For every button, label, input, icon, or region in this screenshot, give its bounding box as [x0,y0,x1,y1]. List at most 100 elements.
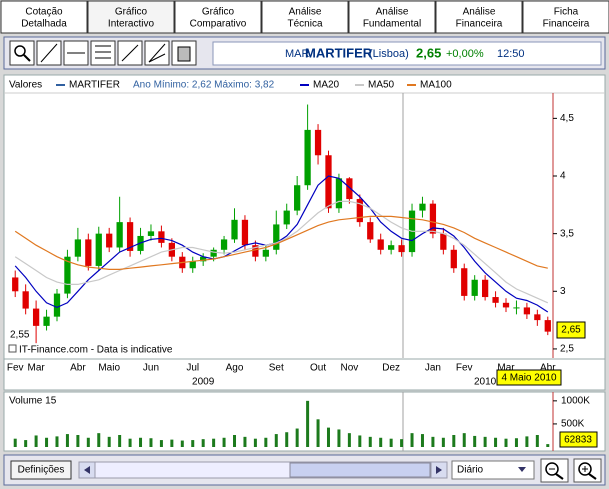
x-tick-label: Nov [340,363,358,374]
range-note: Ano Mínimo: 2,62 Máximo: 3,82 [133,80,275,91]
volume-bar [295,428,299,447]
candle-body [502,302,510,308]
volume-bar [473,435,477,447]
candle-body [273,224,280,250]
candle-body [471,279,478,296]
trash-icon [177,46,191,62]
quote-box [212,41,602,66]
tab-label: Cotação [25,7,63,18]
candle-body [252,245,259,257]
candle-body [314,129,322,156]
volume-bar [306,400,310,447]
candle-body [22,291,29,309]
tool-buttons [9,40,197,66]
volume-bar [368,436,372,447]
tab-label: Detalhada [21,19,67,30]
period-select[interactable] [451,460,535,480]
tab[interactable] [261,0,349,34]
x-tick-label: Dez [382,363,400,374]
y-tick-label: 2,5 [560,344,574,355]
candle-body [534,314,541,321]
market: (Lisboa) [369,48,409,60]
x-tick-label: Jul [186,363,199,374]
candle-body [32,308,40,326]
volume-bar [97,433,101,447]
tab[interactable] [87,0,175,34]
volume-bar [212,438,216,447]
volume-bar [535,435,539,447]
x-tick-label: Fev [7,363,24,374]
settings-button[interactable] [10,460,72,480]
tab[interactable] [522,0,609,34]
last-volume-box [559,431,598,448]
y-tick-label: 500K [561,419,585,430]
candle-body [492,297,499,303]
tab[interactable] [174,0,262,34]
candle-body [283,210,290,225]
x-tick-label: Jun [143,363,159,374]
tab-label: Análise [376,7,409,18]
legend-label: MA20 [313,80,340,91]
x-tick-label: Fev [456,363,473,374]
volume-bar [347,433,351,447]
tab-label: Financeira [543,19,590,30]
tab[interactable] [348,0,436,34]
tab-label: Ficha [554,7,579,18]
tab-label: Análise [463,7,496,18]
note-icon [8,344,17,353]
moving-average [14,215,548,270]
volume-bar [337,429,341,447]
settings-label: Definições [18,465,65,476]
y-tick-label: 4 [560,171,566,182]
x-tick-label: Mar [27,363,45,374]
tab[interactable] [0,0,88,34]
candle-body [200,256,207,262]
line-icon [40,43,58,63]
volume-bar [389,438,393,447]
volume-bar [326,427,330,447]
fibo-tool[interactable] [90,40,116,66]
volume-bar [222,437,226,447]
volume-bar [253,438,257,447]
tab-bar: CotaçãoDetalhadaGráficoInteractivoGráfic… [0,0,609,34]
volume-bar [86,437,90,447]
fan-icon [148,53,166,63]
tab-label: Fundamental [363,19,421,30]
volume-bar [514,438,518,447]
candle-body [210,249,217,257]
volume-bar [34,435,38,447]
candle-body [513,307,520,309]
candle-body [481,279,489,298]
fan-icon [148,43,166,63]
volume-bar [243,436,247,447]
volume-bar [379,437,383,447]
tab-label: Financeira [456,19,503,30]
volume-label: Volume 15 [9,396,57,407]
volume-bar [24,440,28,447]
tab[interactable] [435,0,523,34]
zoom-out-button[interactable] [540,458,569,483]
channel-icon [121,44,139,62]
candle-body [294,185,301,211]
volume-bar [13,438,17,447]
tab-label: Comparativo [190,19,247,30]
zoom-out-icon [555,473,564,480]
scroll-thumb[interactable] [289,462,431,478]
zoom-tool[interactable] [9,40,35,66]
arrow-icon [436,466,442,474]
candle-body [450,249,457,269]
dropdown-arrow [518,467,526,472]
date-box [496,369,562,386]
volume-bar [139,437,143,447]
legend-series: MARTIFER [69,80,120,91]
zoom-in-button[interactable] [573,458,602,483]
candle-body [158,231,165,243]
tab-label: Gráfico [115,7,148,18]
candle-body [53,293,61,317]
candle-body [335,178,343,209]
volume-bar [358,435,362,447]
year-label: 2009 [192,377,215,388]
zoom-out-icon [545,462,559,476]
y-tick-label: 3 [560,286,566,297]
